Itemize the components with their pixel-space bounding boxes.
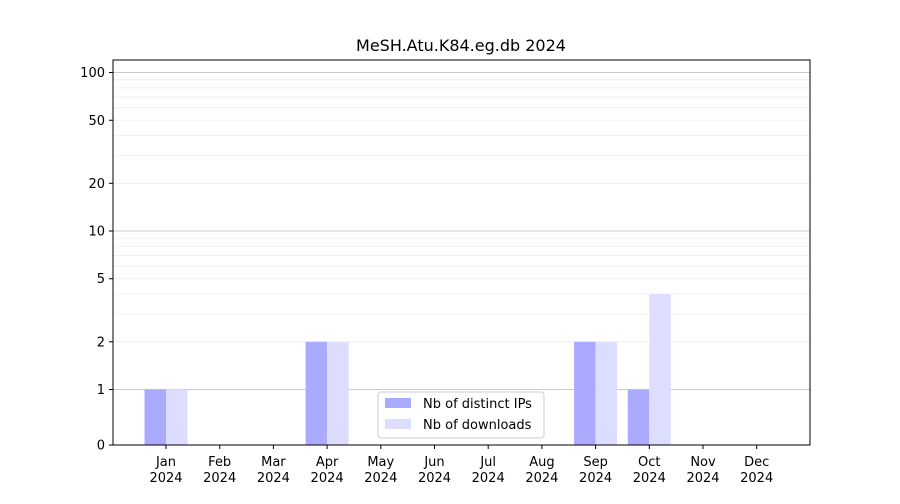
axis-layer: 0125102050100Jan2024Feb2024Mar2024Apr202… [80,66,773,486]
x-tick-label-month: Oct [638,455,660,470]
bar-distinct-ips [144,389,166,445]
x-tick-label-year: 2024 [686,471,719,486]
legend-box [377,391,545,439]
bar-downloads [595,341,618,445]
x-tick-label-month: Dec [744,455,769,470]
bar-distinct-ips [574,341,596,445]
plot-frame [112,59,811,446]
x-tick-label-year: 2024 [579,471,612,486]
legend: Nb of distinct IPs Nb of downloads [377,391,545,439]
x-tick-label-month: Feb [208,455,231,470]
y-tick-label: 50 [88,114,105,129]
y-tick-label: 1 [97,383,105,398]
legend-swatch-distinct-ips [385,398,411,408]
x-tick-label-year: 2024 [311,471,344,486]
grid-layer [113,72,810,390]
x-tick-label-year: 2024 [364,471,397,486]
bar-layer [144,294,671,445]
x-tick-label-month: Apr [316,455,339,470]
y-tick-label: 100 [80,66,105,81]
legend-label-distinct-ips: Nb of distinct IPs [423,397,532,412]
y-tick-label: 20 [88,177,105,192]
x-tick-label-year: 2024 [149,471,182,486]
bar-downloads [649,294,671,445]
bar-downloads [166,389,188,445]
x-tick-label-year: 2024 [633,471,666,486]
y-tick-label: 2 [97,335,105,350]
y-tick-label: 10 [88,225,105,240]
x-tick-label-month: Mar [261,455,286,470]
x-tick-label-year: 2024 [418,471,451,486]
x-tick-label-month: Nov [690,455,716,470]
bar-distinct-ips [305,341,328,445]
x-tick-label-month: Aug [529,455,554,470]
x-tick-label-year: 2024 [525,471,558,486]
x-tick-label-month: Jul [479,455,496,470]
x-tick-label-year: 2024 [257,471,290,486]
bar-distinct-ips [627,389,650,445]
legend-swatch-downloads [385,419,411,429]
x-tick-label-year: 2024 [472,471,505,486]
x-tick-label-month: Sep [583,455,608,470]
y-tick-label: 5 [97,272,105,287]
x-tick-label-year: 2024 [203,471,236,486]
legend-label-downloads: Nb of downloads [423,418,532,433]
bar-downloads [327,341,349,445]
x-tick-label-month: Jan [155,455,176,470]
x-tick-label-month: Jun [423,455,444,470]
chart-title: MeSH.Atu.K84.eg.db 2024 [356,36,566,55]
x-tick-label-year: 2024 [740,471,773,486]
x-tick-label-month: May [367,455,394,470]
y-tick-label: 0 [97,439,105,454]
